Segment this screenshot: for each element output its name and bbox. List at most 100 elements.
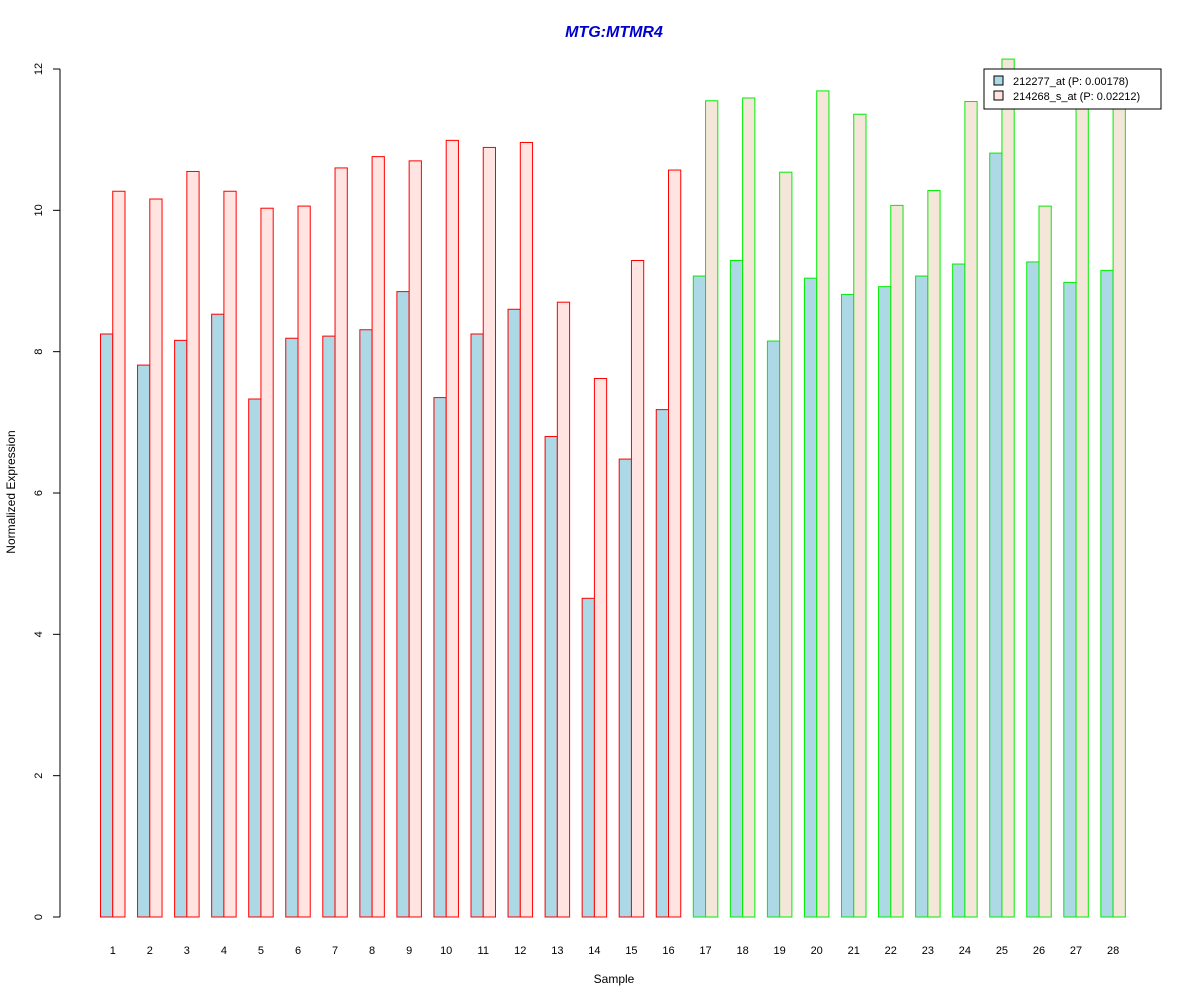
bar-212277-at: [470, 333, 484, 918]
bar-214268-s-at: [853, 113, 867, 918]
bar-214268-s-at: [1112, 96, 1126, 918]
x-tick-label: 3: [184, 945, 190, 957]
legend-label-214268-s-at: 214268_s_at (P: 0.02212): [1013, 91, 1140, 103]
bar-214268-s-at: [816, 90, 830, 918]
x-tick-label: 5: [258, 945, 264, 957]
bar-212277-at: [655, 409, 669, 918]
bar-214268-s-at: [1001, 58, 1015, 918]
legend: 212277_at (P: 0.00178) 214268_s_at (P: 0…: [983, 68, 1162, 110]
bar-214268-s-at: [149, 198, 163, 918]
x-tick-label: 17: [699, 945, 711, 957]
y-axis-label: Normalized Expression: [4, 430, 18, 553]
bar-212277-at: [1026, 261, 1040, 918]
x-tick-label: 18: [736, 945, 748, 957]
bar-214268-s-at: [556, 301, 571, 918]
bar-212277-at: [174, 339, 188, 918]
bar-212277-at: [359, 329, 373, 918]
y-tick-label: 10: [33, 204, 45, 216]
bar-212277-at: [729, 260, 744, 918]
bar-212277-at: [507, 308, 521, 918]
bar-212277-at: [618, 458, 632, 918]
x-tick-label: 27: [1070, 945, 1082, 957]
bar-214268-s-at: [297, 205, 311, 918]
x-tick-label: 23: [922, 945, 934, 957]
bar-212277-at: [989, 152, 1003, 918]
bar-214268-s-at: [260, 207, 274, 918]
bar-214268-s-at: [964, 101, 978, 918]
bar-214268-s-at: [482, 146, 496, 918]
x-tick-label: 24: [959, 945, 971, 957]
bar-214268-s-at: [742, 97, 756, 918]
x-tick-label: 8: [369, 945, 375, 957]
x-tick-label: 9: [406, 945, 412, 957]
y-tick-label: 2: [33, 773, 45, 779]
y-tick-label: 6: [33, 490, 45, 496]
bar-212277-at: [211, 313, 225, 918]
bars: [100, 58, 1126, 918]
x-tick-label: 22: [885, 945, 897, 957]
x-tick-label: 26: [1033, 945, 1045, 957]
bar-212277-at: [766, 340, 781, 918]
bar-212277-at: [248, 398, 262, 918]
x-tick-labels: 1 2 3 4 5 6 7 8 9 10 11 12 13 14 15 16 17 18 19 20 21 22 23 24 2…: [110, 945, 1120, 957]
x-tick-label: 15: [625, 945, 637, 957]
bar-212277-at: [544, 435, 558, 918]
y-tick-label: 4: [33, 631, 45, 637]
bar-212277-at: [952, 263, 966, 918]
bar-214268-s-at: [1038, 205, 1052, 918]
x-tick-label: 25: [996, 945, 1008, 957]
x-tick-label: 2: [147, 945, 153, 957]
x-tick-label: 4: [221, 945, 227, 957]
legend-label-212277-at: 212277_at (P: 0.00178): [1013, 76, 1129, 88]
y-tick-label: 12: [33, 63, 45, 75]
legend-box: [983, 68, 1162, 110]
bar-212277-at: [396, 291, 410, 918]
x-tick-label: 28: [1107, 945, 1119, 957]
bar-214268-s-at: [630, 260, 645, 918]
x-tick-label: 1: [110, 945, 116, 957]
chart-title: MTG:MTMR4: [565, 24, 663, 41]
x-tick-label: 7: [332, 945, 338, 957]
bar-212277-at: [137, 364, 151, 918]
legend-swatch-214268-s-at: [993, 90, 1004, 101]
bar-212277-at: [841, 293, 855, 918]
bar-214268-s-at: [1075, 96, 1089, 918]
bar-214268-s-at: [890, 204, 904, 918]
bar-212277-at: [100, 333, 114, 918]
x-tick-label: 21: [848, 945, 860, 957]
legend-swatch-212277-at: [993, 75, 1004, 86]
bar-214268-s-at: [593, 378, 608, 918]
bar-214268-s-at: [779, 171, 793, 918]
x-tick-label: 11: [478, 945, 489, 957]
bar-212277-at: [915, 275, 929, 918]
bar-214268-s-at: [668, 169, 682, 918]
bar-214268-s-at: [112, 190, 126, 918]
x-tick-label: 6: [295, 945, 301, 957]
bar-212277-at: [692, 275, 707, 918]
x-tick-label: 12: [514, 945, 526, 957]
x-tick-label: 16: [662, 945, 674, 957]
x-tick-label: 19: [774, 945, 786, 957]
bar-214268-s-at: [519, 141, 534, 918]
bar-214268-s-at: [927, 190, 941, 918]
x-axis-label: Sample: [594, 972, 635, 986]
bar-212277-at: [878, 286, 892, 918]
y-tick-label: 0: [33, 914, 45, 920]
bar-212277-at: [1100, 269, 1114, 918]
bar-212277-at: [322, 335, 336, 918]
bar-214268-s-at: [223, 190, 237, 918]
y-axis: 0 2 4 6 8 10 12: [33, 63, 61, 920]
bar-212277-at: [433, 397, 447, 918]
bar-214268-s-at: [186, 170, 200, 918]
bar-212277-at: [803, 277, 818, 918]
bar-212277-at: [285, 337, 299, 918]
bar-212277-at: [581, 597, 595, 918]
x-tick-label: 13: [551, 945, 563, 957]
x-tick-label: 20: [811, 945, 823, 957]
bar-214268-s-at: [334, 167, 348, 918]
bar-214268-s-at: [705, 100, 719, 918]
bar-212277-at: [1063, 281, 1077, 918]
x-tick-label: 10: [440, 945, 452, 957]
